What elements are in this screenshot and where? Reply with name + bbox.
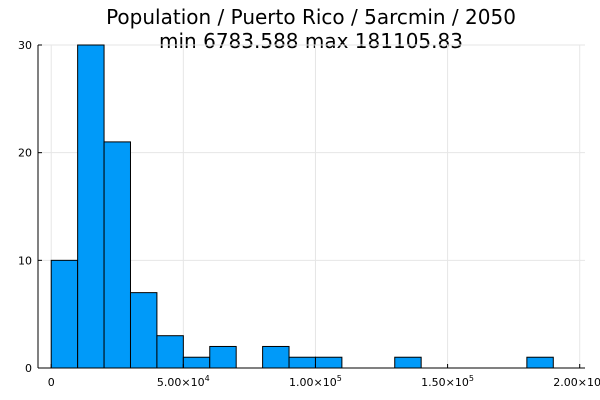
histogram-bar: [50, 259, 79, 369]
histogram-bar: [77, 44, 105, 369]
histogram-bar: [129, 292, 158, 369]
x-tick-label: 0: [48, 376, 55, 389]
histogram-bar: [156, 335, 184, 369]
y-tick-label: 0: [25, 362, 32, 375]
histogram-bar: [182, 356, 211, 369]
chart-title: Population / Puerto Rico / 5arcmin / 205…: [106, 5, 516, 29]
x-tick-label: 1.00×105: [289, 374, 342, 389]
axes-layer: [37, 45, 585, 369]
histogram-bar: [314, 356, 343, 369]
histogram-bar: [209, 345, 237, 369]
y-tick-label: 10: [18, 254, 32, 267]
histogram-bar: [526, 356, 554, 369]
y-tick-label: 20: [18, 147, 32, 160]
x-tick-label: 2.00×105: [553, 374, 600, 389]
bars-layer: [50, 44, 554, 369]
histogram-bar: [103, 141, 131, 369]
x-tick-label: 1.50×105: [421, 374, 474, 389]
ticks-layer: 0 10 20 30 0 5.00×104 1.00×105 1.50×105 2.00×105: [18, 39, 600, 389]
x-tick-label: 5.00×104: [157, 374, 210, 389]
histogram-bar: [262, 345, 290, 369]
histogram-bar: [394, 356, 422, 369]
histogram-bar: [288, 356, 316, 369]
y-tick-label: 30: [18, 39, 32, 52]
chart-subtitle: min 6783.588 max 181105.83: [159, 29, 463, 53]
